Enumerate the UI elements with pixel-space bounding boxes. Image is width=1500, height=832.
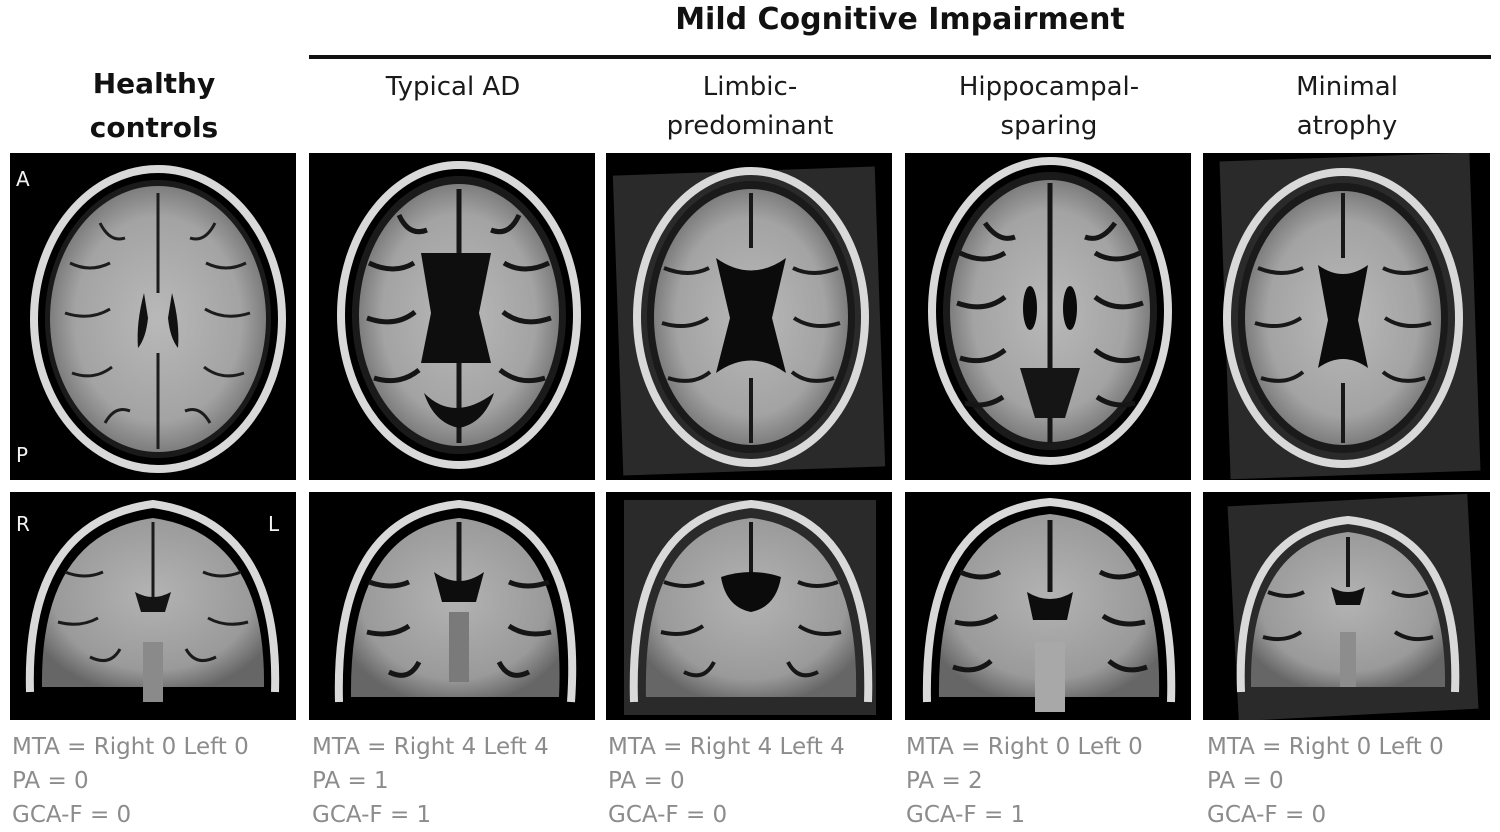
column-header-line: predominant	[666, 111, 834, 141]
mta-score: MTA = Right 0 Left 0	[12, 734, 249, 760]
scores-minimal: MTA = Right 0 Left 0 PA = 0 GCA-F = 0	[1207, 730, 1444, 832]
column-header-hippocampal: Hippocampal- sparing	[905, 68, 1193, 146]
group-divider	[309, 55, 1491, 59]
mta-score: MTA = Right 4 Left 4	[608, 734, 845, 760]
gca-f-score: GCA-F = 0	[1207, 802, 1327, 828]
orientation-anterior: A	[16, 167, 30, 191]
pa-score: PA = 1	[312, 768, 389, 794]
mta-score: MTA = Right 4 Left 4	[312, 734, 549, 760]
axial-scan-hippocampal	[905, 153, 1191, 480]
coronal-scan-typical-ad	[309, 492, 595, 720]
mta-score: MTA = Right 0 Left 0	[906, 734, 1143, 760]
scores-limbic: MTA = Right 4 Left 4 PA = 0 GCA-F = 0	[608, 730, 845, 832]
coronal-scan-hippocampal	[905, 492, 1191, 720]
axial-scan-minimal	[1203, 153, 1490, 480]
column-header-healthy: Healthy controls	[10, 62, 298, 150]
coronal-scan-healthy: R L	[10, 492, 296, 720]
column-header-line: sparing	[1000, 111, 1098, 141]
orientation-posterior: P	[16, 443, 29, 467]
gca-f-score: GCA-F = 1	[906, 802, 1026, 828]
column-header-minimal: Minimal atrophy	[1203, 68, 1491, 146]
column-header-typical-ad: Typical AD	[309, 68, 597, 107]
orientation-right: R	[16, 512, 30, 536]
column-header-line: atrophy	[1296, 111, 1398, 141]
axial-scan-healthy: A P	[10, 153, 296, 480]
scores-typical-ad: MTA = Right 4 Left 4 PA = 1 GCA-F = 1	[312, 730, 549, 832]
gca-f-score: GCA-F = 1	[312, 802, 432, 828]
group-title: Mild Cognitive Impairment	[675, 2, 1125, 37]
gca-f-score: GCA-F = 0	[608, 802, 728, 828]
scores-healthy: MTA = Right 0 Left 0 PA = 0 GCA-F = 0	[12, 730, 249, 832]
pa-score: PA = 0	[608, 768, 685, 794]
coronal-scan-minimal	[1203, 492, 1490, 720]
mta-score: MTA = Right 0 Left 0	[1207, 734, 1444, 760]
pa-score: PA = 0	[1207, 768, 1284, 794]
column-header-line: controls	[89, 111, 219, 144]
orientation-left: L	[268, 512, 280, 536]
column-header-line: Typical AD	[385, 72, 521, 102]
coronal-scan-limbic	[606, 492, 892, 720]
axial-scan-limbic	[606, 153, 892, 480]
column-header-line: Minimal	[1296, 72, 1398, 102]
gca-f-score: GCA-F = 0	[12, 802, 132, 828]
column-header-limbic: Limbic- predominant	[606, 68, 894, 146]
pa-score: PA = 0	[12, 768, 89, 794]
pa-score: PA = 2	[906, 768, 983, 794]
column-header-line: Limbic-	[702, 72, 798, 102]
column-header-line: Healthy	[92, 67, 216, 100]
scores-hippocampal: MTA = Right 0 Left 0 PA = 2 GCA-F = 1	[906, 730, 1143, 832]
axial-scan-typical-ad	[309, 153, 595, 480]
column-header-line: Hippocampal-	[958, 72, 1140, 102]
